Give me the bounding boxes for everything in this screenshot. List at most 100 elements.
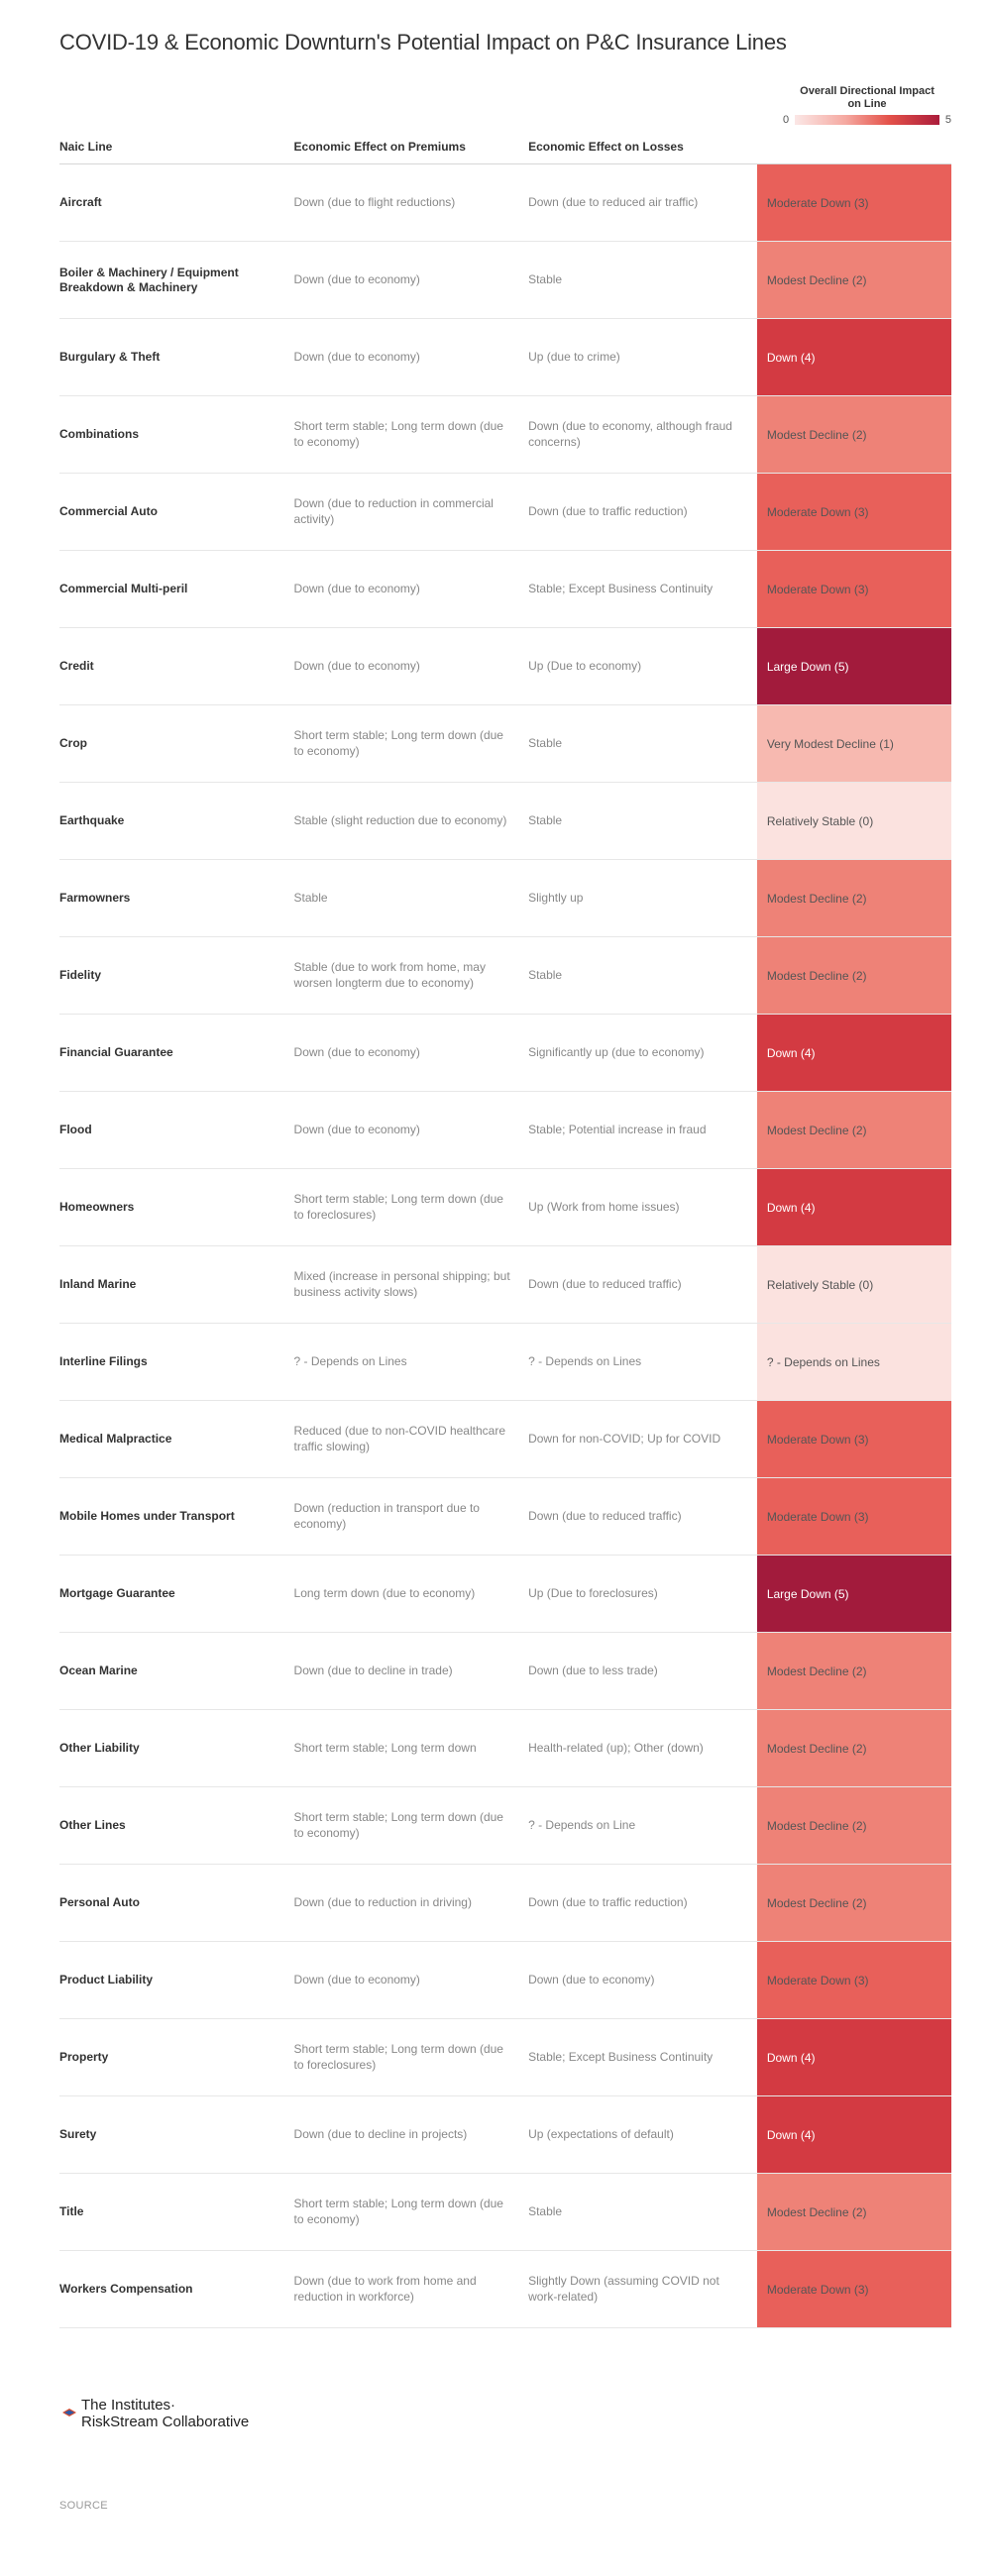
losses-effect: Stable — [528, 783, 757, 860]
naic-line: Burgulary & Theft — [59, 319, 294, 396]
naic-line: Mortgage Guarantee — [59, 1556, 294, 1633]
impact-cell: Relatively Stable (0) — [757, 1246, 951, 1324]
impact-cell: Relatively Stable (0) — [757, 783, 951, 860]
naic-line: Earthquake — [59, 783, 294, 860]
premiums-effect: Down (due to reduction in commercial act… — [294, 474, 529, 551]
premiums-effect: Down (due to economy) — [294, 1942, 529, 2019]
premiums-effect: Short term stable; Long term down (due t… — [294, 1787, 529, 1865]
losses-effect: Down (due to traffic reduction) — [528, 474, 757, 551]
losses-effect: Slightly Down (assuming COVID not work-r… — [528, 2251, 757, 2328]
impact-cell: Moderate Down (3) — [757, 1401, 951, 1478]
table-row: FarmownersStableSlightly upModest Declin… — [59, 860, 951, 937]
impact-cell: Down (4) — [757, 319, 951, 396]
premiums-effect: Down (due to economy) — [294, 319, 529, 396]
impact-cell: Down (4) — [757, 2096, 951, 2174]
premiums-effect: Reduced (due to non-COVID healthcare tra… — [294, 1401, 529, 1478]
losses-effect: Health-related (up); Other (down) — [528, 1710, 757, 1787]
naic-line: Crop — [59, 705, 294, 783]
table-row: Boiler & Machinery / Equipment Breakdown… — [59, 242, 951, 319]
table-row: CreditDown (due to economy)Up (Due to ec… — [59, 628, 951, 705]
col-impact — [757, 132, 951, 164]
table-row: Product LiabilityDown (due to economy)Do… — [59, 1942, 951, 2019]
naic-line: Other Lines — [59, 1787, 294, 1865]
impact-cell: Down (4) — [757, 1169, 951, 1246]
table-row: Commercial AutoDown (due to reduction in… — [59, 474, 951, 551]
losses-effect: Significantly up (due to economy) — [528, 1015, 757, 1092]
color-scale-title: Overall Directional Impact on Line — [783, 85, 951, 111]
premiums-effect: Down (due to economy) — [294, 242, 529, 319]
table-row: FloodDown (due to economy)Stable; Potent… — [59, 1092, 951, 1169]
premiums-effect: Stable — [294, 860, 529, 937]
premiums-effect: Short term stable; Long term down (due t… — [294, 2019, 529, 2096]
table-row: Mobile Homes under TransportDown (reduct… — [59, 1478, 951, 1556]
col-naic: Naic Line — [59, 132, 294, 164]
table-row: Mortgage GuaranteeLong term down (due to… — [59, 1556, 951, 1633]
losses-effect: Up (expectations of default) — [528, 2096, 757, 2174]
table-row: Burgulary & TheftDown (due to economy)Up… — [59, 319, 951, 396]
premiums-effect: Down (due to economy) — [294, 1092, 529, 1169]
table-row: AircraftDown (due to flight reductions)D… — [59, 164, 951, 242]
color-scale-title-l1: Overall Directional Impact — [800, 85, 935, 97]
naic-line: Property — [59, 2019, 294, 2096]
losses-effect: Down (due to economy) — [528, 1942, 757, 2019]
impact-cell: Down (4) — [757, 1015, 951, 1092]
losses-effect: Stable — [528, 705, 757, 783]
color-scale-max: 5 — [945, 114, 951, 126]
premiums-effect: Down (due to economy) — [294, 1015, 529, 1092]
losses-effect: ? - Depends on Line — [528, 1787, 757, 1865]
impact-cell: Moderate Down (3) — [757, 1942, 951, 2019]
naic-line: Product Liability — [59, 1942, 294, 2019]
losses-effect: Up (due to crime) — [528, 319, 757, 396]
naic-line: Inland Marine — [59, 1246, 294, 1324]
impact-cell: Modest Decline (2) — [757, 2174, 951, 2251]
impact-cell: Modest Decline (2) — [757, 1787, 951, 1865]
naic-line: Flood — [59, 1092, 294, 1169]
losses-effect: Stable — [528, 2174, 757, 2251]
impact-cell: Large Down (5) — [757, 1556, 951, 1633]
premiums-effect: Short term stable; Long term down (due t… — [294, 396, 529, 474]
naic-line: Commercial Auto — [59, 474, 294, 551]
naic-line: Ocean Marine — [59, 1633, 294, 1710]
impact-cell: Modest Decline (2) — [757, 1092, 951, 1169]
premiums-effect: Short term stable; Long term down — [294, 1710, 529, 1787]
impact-cell: Modest Decline (2) — [757, 1633, 951, 1710]
footer: The Institutes· RiskStream Collaborative… — [59, 2398, 951, 2512]
impact-cell: Moderate Down (3) — [757, 551, 951, 628]
color-scale-bar — [795, 115, 939, 125]
losses-effect: Stable; Except Business Continuity — [528, 551, 757, 628]
table-row: Commercial Multi-perilDown (due to econo… — [59, 551, 951, 628]
premiums-effect: Long term down (due to economy) — [294, 1556, 529, 1633]
premiums-effect: Down (due to decline in trade) — [294, 1633, 529, 1710]
impact-cell: Moderate Down (3) — [757, 2251, 951, 2328]
impact-cell: Modest Decline (2) — [757, 1865, 951, 1942]
losses-effect: Down (due to less trade) — [528, 1633, 757, 1710]
losses-effect: Stable — [528, 242, 757, 319]
impact-cell: Moderate Down (3) — [757, 164, 951, 242]
table-row: Personal AutoDown (due to reduction in d… — [59, 1865, 951, 1942]
premiums-effect: Down (due to reduction in driving) — [294, 1865, 529, 1942]
naic-line: Homeowners — [59, 1169, 294, 1246]
impact-table: Naic Line Economic Effect on Premiums Ec… — [59, 132, 951, 2328]
table-row: TitleShort term stable; Long term down (… — [59, 2174, 951, 2251]
naic-line: Farmowners — [59, 860, 294, 937]
table-row: Interline Filings? - Depends on Lines? -… — [59, 1324, 951, 1401]
naic-line: Mobile Homes under Transport — [59, 1478, 294, 1556]
losses-effect: Up (Work from home issues) — [528, 1169, 757, 1246]
naic-line: Other Liability — [59, 1710, 294, 1787]
institutes-logo-icon — [59, 2403, 79, 2425]
table-row: Inland MarineMixed (increase in personal… — [59, 1246, 951, 1324]
premiums-effect: Mixed (increase in personal shipping; bu… — [294, 1246, 529, 1324]
naic-line: Title — [59, 2174, 294, 2251]
losses-effect: Up (Due to foreclosures) — [528, 1556, 757, 1633]
premiums-effect: Stable (slight reduction due to economy) — [294, 783, 529, 860]
losses-effect: Down for non-COVID; Up for COVID — [528, 1401, 757, 1478]
table-row: Financial GuaranteeDown (due to economy)… — [59, 1015, 951, 1092]
table-row: Workers CompensationDown (due to work fr… — [59, 2251, 951, 2328]
losses-effect: Down (due to reduced traffic) — [528, 1478, 757, 1556]
impact-cell: Moderate Down (3) — [757, 474, 951, 551]
naic-line: Fidelity — [59, 937, 294, 1015]
table-row: Other LiabilityShort term stable; Long t… — [59, 1710, 951, 1787]
institutes-logo-text: The Institutes· RiskStream Collaborative — [81, 2398, 249, 2430]
color-scale-bar-row: 0 5 — [783, 114, 951, 126]
color-scale-min: 0 — [783, 114, 789, 126]
